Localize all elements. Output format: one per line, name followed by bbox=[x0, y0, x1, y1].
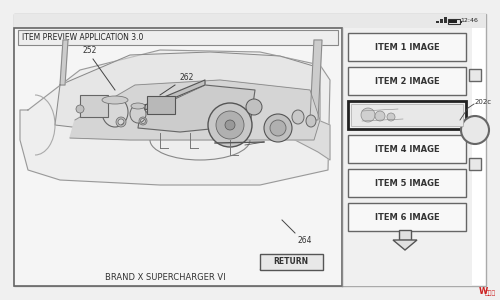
Bar bbox=[348, 33, 466, 61]
Text: ITEM 5 IMAGE: ITEM 5 IMAGE bbox=[374, 178, 440, 188]
Bar bbox=[440, 19, 442, 23]
Bar bbox=[469, 158, 481, 170]
Bar bbox=[436, 21, 438, 23]
Text: 202c: 202c bbox=[475, 99, 492, 105]
Polygon shape bbox=[60, 40, 68, 85]
Text: W: W bbox=[479, 287, 488, 296]
Polygon shape bbox=[20, 50, 330, 185]
Ellipse shape bbox=[292, 110, 304, 124]
Text: 映维网: 映维网 bbox=[485, 290, 496, 296]
Bar bbox=[444, 17, 446, 23]
Circle shape bbox=[76, 105, 84, 113]
Bar bbox=[348, 135, 466, 163]
Text: ITEM 6 IMAGE: ITEM 6 IMAGE bbox=[374, 212, 440, 221]
Bar bbox=[399, 230, 411, 240]
Bar bbox=[460, 20, 462, 22]
Bar bbox=[469, 69, 481, 81]
Text: RETURN: RETURN bbox=[274, 257, 308, 266]
Polygon shape bbox=[145, 80, 205, 110]
Polygon shape bbox=[393, 240, 417, 250]
Text: 264: 264 bbox=[298, 236, 312, 245]
Text: ITEM 4 IMAGE: ITEM 4 IMAGE bbox=[374, 145, 440, 154]
Bar bbox=[342, 28, 472, 286]
Circle shape bbox=[375, 111, 385, 121]
Bar bbox=[348, 203, 466, 231]
Polygon shape bbox=[55, 52, 320, 132]
Bar bbox=[14, 28, 342, 286]
Bar bbox=[80, 95, 108, 117]
Bar bbox=[14, 14, 486, 28]
Circle shape bbox=[216, 111, 244, 139]
Bar bbox=[348, 101, 466, 129]
Polygon shape bbox=[310, 40, 322, 120]
Text: 252: 252 bbox=[83, 46, 97, 55]
Bar bbox=[449, 20, 457, 23]
Ellipse shape bbox=[130, 105, 146, 123]
Text: 262: 262 bbox=[180, 73, 194, 82]
Bar bbox=[348, 67, 466, 95]
Ellipse shape bbox=[131, 103, 145, 109]
Circle shape bbox=[208, 103, 252, 147]
Bar bbox=[448, 19, 460, 24]
Bar bbox=[351, 104, 463, 126]
Circle shape bbox=[264, 114, 292, 142]
Bar bbox=[147, 96, 175, 114]
Circle shape bbox=[246, 99, 262, 115]
Polygon shape bbox=[260, 263, 323, 270]
Text: BRAND X SUPERCHARGER VI: BRAND X SUPERCHARGER VI bbox=[104, 274, 226, 283]
Text: 12:46: 12:46 bbox=[460, 19, 478, 23]
Polygon shape bbox=[270, 120, 330, 160]
Ellipse shape bbox=[102, 97, 128, 127]
Bar bbox=[260, 254, 323, 270]
Circle shape bbox=[387, 113, 395, 121]
Bar bbox=[348, 169, 466, 197]
Polygon shape bbox=[138, 85, 255, 132]
Circle shape bbox=[461, 116, 489, 144]
Text: ITEM PREVIEW APPLICATION 3.0: ITEM PREVIEW APPLICATION 3.0 bbox=[22, 33, 144, 42]
Text: ITEM 2 IMAGE: ITEM 2 IMAGE bbox=[374, 76, 440, 85]
Circle shape bbox=[361, 108, 375, 122]
Circle shape bbox=[225, 120, 235, 130]
Bar bbox=[18, 30, 338, 45]
Ellipse shape bbox=[306, 115, 316, 127]
Ellipse shape bbox=[102, 96, 128, 104]
Polygon shape bbox=[70, 80, 320, 140]
Circle shape bbox=[270, 120, 286, 136]
Text: ITEM 1 IMAGE: ITEM 1 IMAGE bbox=[374, 43, 440, 52]
